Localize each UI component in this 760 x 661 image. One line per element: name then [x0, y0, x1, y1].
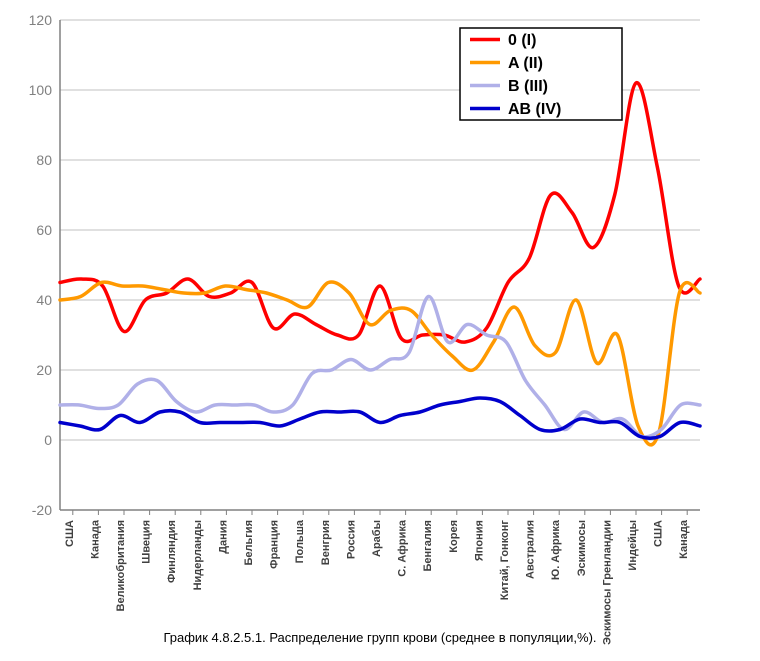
svg-text:Россия: Россия	[345, 520, 357, 559]
svg-text:0: 0	[44, 432, 52, 448]
svg-text:Великобритания: Великобритания	[115, 520, 127, 612]
chart-caption: График 4.8.2.5.1. Распределение групп кр…	[0, 630, 760, 645]
svg-text:Австралия: Австралия	[525, 520, 537, 579]
svg-text:Бельгия: Бельгия	[243, 520, 255, 566]
legend-label: 0 (I)	[508, 32, 536, 49]
svg-text:120: 120	[29, 12, 53, 28]
svg-text:60: 60	[36, 222, 52, 238]
svg-text:Арабы: Арабы	[371, 520, 383, 557]
svg-text:Нидерланды: Нидерланды	[192, 520, 204, 590]
svg-text:Канада: Канада	[89, 519, 101, 559]
svg-text:100: 100	[29, 82, 53, 98]
svg-text:Франция: Франция	[269, 520, 281, 569]
svg-text:Канада: Канада	[678, 519, 690, 559]
legend: 0 (I) A (II) B (III) AB (IV)	[460, 28, 622, 120]
svg-text:Дания: Дания	[217, 520, 229, 554]
svg-text:Финляндия: Финляндия	[166, 520, 178, 583]
line-chart: -20 0 20 40 60 80 100 120 США Канада Великобритани…	[0, 0, 760, 656]
svg-text:Корея: Корея	[448, 520, 460, 553]
svg-text:Польша: Польша	[294, 519, 306, 563]
legend-label: B (III)	[508, 78, 548, 95]
svg-text:Индейцы: Индейцы	[627, 520, 639, 571]
svg-text:Бенгалия: Бенгалия	[422, 520, 434, 572]
svg-text:40: 40	[36, 292, 52, 308]
chart-container: -20 0 20 40 60 80 100 120 США Канада Великобритани…	[0, 0, 760, 656]
svg-text:Швеция: Швеция	[141, 520, 153, 564]
legend-label: A (II)	[508, 55, 543, 72]
svg-text:США: США	[653, 520, 665, 547]
svg-text:Япония: Япония	[473, 520, 485, 561]
svg-text:Венгрия: Венгрия	[320, 520, 332, 565]
svg-text:США: США	[64, 520, 76, 547]
svg-text:Эскимосы Гренландии: Эскимосы Гренландии	[601, 520, 613, 645]
svg-text:20: 20	[36, 362, 52, 378]
svg-text:Эскимосы: Эскимосы	[576, 520, 588, 576]
svg-text:С. Африка: С. Африка	[397, 519, 409, 577]
svg-text:Ю. Африка: Ю. Африка	[550, 519, 562, 580]
svg-text:-20: -20	[32, 502, 52, 518]
svg-text:80: 80	[36, 152, 52, 168]
svg-text:Китай, Гонконг: Китай, Гонконг	[499, 520, 511, 601]
legend-label: AB (IV)	[508, 101, 561, 118]
